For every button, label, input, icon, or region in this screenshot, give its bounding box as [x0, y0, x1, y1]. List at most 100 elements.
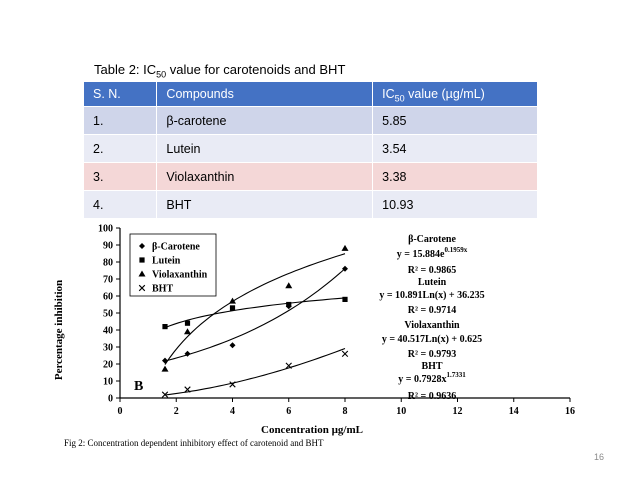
- cell-value: 3.54: [372, 134, 538, 163]
- eq-formula: y = 40.517Ln(x) + 0.625: [382, 334, 482, 345]
- eq-r2: R² = 0.9793: [408, 349, 456, 360]
- data-point: [184, 328, 191, 335]
- trend-curve-2: [164, 297, 346, 329]
- data-point: [285, 282, 293, 289]
- panel-label: B: [134, 379, 143, 394]
- y-tick-label: 60: [103, 292, 113, 303]
- y-tick-label: 0: [108, 394, 113, 405]
- data-point: [229, 297, 236, 304]
- data-point: [184, 320, 191, 326]
- table-row: 2. Lutein 3.54: [84, 134, 538, 163]
- cell-sn: 2.: [84, 134, 158, 163]
- data-point: [161, 391, 169, 398]
- header-ic-subscript: 50: [394, 93, 405, 104]
- trend-curve-3: [164, 253, 346, 365]
- table-header-row: S. N. Compounds IC50 value (µg/mL): [84, 82, 538, 107]
- data-point: [342, 265, 348, 272]
- cell-sn: 4.: [84, 190, 158, 219]
- cell-sn: 1.: [84, 106, 158, 135]
- caption-suffix: value for carotenoids and BHT: [166, 62, 346, 77]
- eq-formula: y = 0.7928x1.7331: [398, 371, 466, 385]
- x-axis-label: Concentration µg/mL: [261, 424, 363, 436]
- data-point: [285, 362, 292, 369]
- cell-value: 5.85: [372, 106, 538, 135]
- data-point: [229, 381, 236, 388]
- eq-formula: y = 10.891Ln(x) + 36.235: [379, 290, 484, 301]
- cell-compound: Lutein: [156, 134, 374, 163]
- x-tick-label: 14: [509, 406, 519, 417]
- x-tick-label: 12: [453, 406, 463, 417]
- data-point: [184, 386, 191, 393]
- eq-name: BHT: [421, 361, 442, 372]
- cell-compound: Violaxanthin: [156, 162, 374, 191]
- header-ic-prefix: IC: [382, 87, 395, 101]
- legend-label: Violaxanthin: [152, 270, 208, 281]
- eq-r2: R² = 0.9636: [408, 391, 456, 402]
- chart-axes: 0 2 4 6 8 10 12 14 16 0 10 20 30 40 50 60 70 80 90 100: [98, 224, 575, 418]
- data-point: [341, 350, 349, 357]
- eq-r2: R² = 0.9865: [408, 265, 456, 276]
- data-point: [342, 296, 348, 302]
- caption-subscript: 50: [156, 69, 167, 80]
- cell-sn: 3.: [84, 162, 158, 191]
- legend-marker: [139, 243, 145, 249]
- data-point: [229, 305, 236, 311]
- table-row: 4. BHT 10.93: [84, 190, 538, 219]
- chart-marks: [161, 244, 349, 398]
- legend-items: β-Carotene Lutein Violaxanthin BHT: [138, 242, 208, 295]
- legend-label: β-Carotene: [152, 242, 200, 253]
- legend: β-Carotene Lutein Violaxanthin BHT: [129, 233, 217, 297]
- x-tick-label: 8: [343, 406, 348, 417]
- eq-name: Lutein: [418, 277, 447, 288]
- data-point: [341, 244, 349, 251]
- y-tick-label: 10: [103, 377, 113, 388]
- data-point: [229, 342, 236, 349]
- page-number: 16: [594, 452, 605, 462]
- ic50-table: S. N. Compounds IC50 value (µg/mL) 1. β-…: [84, 82, 538, 219]
- cell-compound: β-carotene: [156, 106, 374, 135]
- y-tick-label: 50: [103, 309, 113, 320]
- table-caption: Table 2: IC50 value for carotenoids and …: [94, 62, 346, 80]
- header-ic50: IC50 value (µg/mL): [372, 82, 538, 107]
- data-point: [161, 365, 169, 372]
- data-point: [162, 324, 168, 330]
- cell-value: 10.93: [372, 190, 538, 219]
- eq-r2: R² = 0.9714: [408, 305, 456, 316]
- trend-curve-4: [164, 347, 346, 396]
- data-point: [184, 350, 191, 357]
- figure-caption: Fig 2: Concentration dependent inhibitor…: [64, 438, 324, 448]
- trend-curve-1: [164, 268, 346, 362]
- y-tick-label: 20: [103, 360, 113, 371]
- x-tick-label: 10: [396, 406, 406, 417]
- x-tick-label: 6: [286, 406, 291, 417]
- legend-label: Lutein: [152, 256, 181, 267]
- legend-label: BHT: [152, 284, 173, 295]
- header-ic-suffix: value (µg/mL): [404, 87, 485, 101]
- y-tick-label: 70: [103, 275, 113, 286]
- header-sn: S. N.: [84, 82, 158, 107]
- data-point: [286, 301, 292, 308]
- legend-marker: [139, 257, 145, 263]
- cell-compound: BHT: [156, 190, 374, 219]
- y-tick-label: 40: [103, 326, 113, 337]
- y-tick-label: 90: [103, 241, 113, 252]
- eq-formula: y = 15.884e0.1959x: [397, 246, 468, 260]
- equation-box: β-Carotene y = 15.884e0.1959x R² = 0.986…: [379, 234, 484, 402]
- data-point: [162, 357, 168, 364]
- caption-prefix: Table 2: IC: [94, 62, 157, 77]
- table-row: 1. β-carotene 5.85: [84, 106, 538, 135]
- y-axis-label: Percentage inhibition: [53, 280, 65, 380]
- y-tick-label: 30: [103, 343, 113, 354]
- legend-marker: [138, 270, 146, 277]
- chart-curves: [164, 253, 346, 396]
- cell-value: 3.38: [372, 162, 538, 191]
- x-tick-label: 2: [174, 406, 179, 417]
- inhibition-chart: 0 2 4 6 8 10 12 14 16 0 10 20 30 40 50 60 70 80 90 100 Perc…: [53, 224, 575, 437]
- x-tick-label: 16: [565, 406, 575, 417]
- table-row: 3. Violaxanthin 3.38: [84, 162, 538, 191]
- y-tick-label: 100: [98, 224, 113, 235]
- legend-marker: [138, 284, 146, 292]
- y-tick-label: 80: [103, 258, 113, 269]
- header-compounds: Compounds: [156, 82, 374, 107]
- x-tick-label: 0: [118, 406, 123, 417]
